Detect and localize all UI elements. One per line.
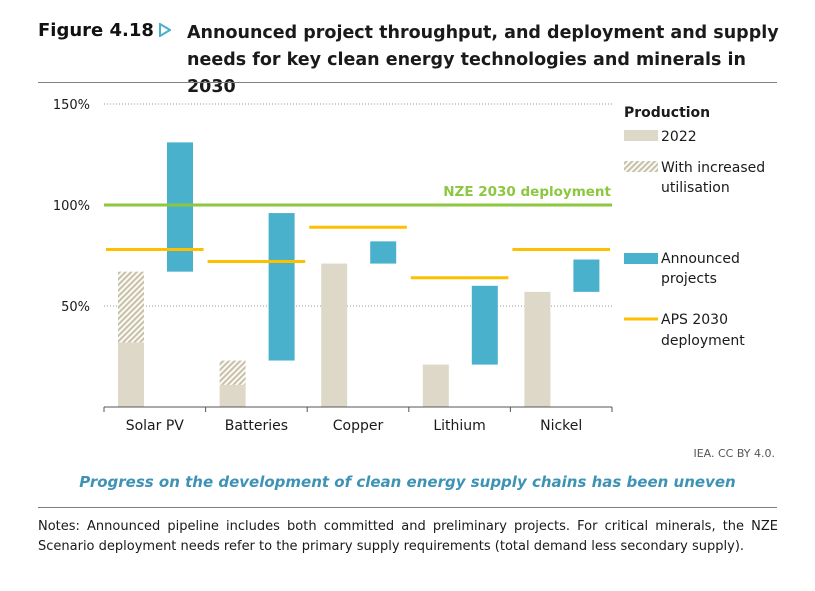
- figure-label: Figure 4.18: [38, 20, 154, 41]
- legend-label-utilisation: With increased utilisation: [661, 160, 765, 196]
- source-credit: IEA. CC BY 4.0.: [693, 447, 775, 460]
- bar-2022-solar-pv: [118, 342, 144, 407]
- notes-divider: [38, 507, 777, 508]
- legend-swatch-utilisation: [624, 161, 658, 172]
- legend-label-aps: APS 2030 deployment: [661, 312, 745, 349]
- bar-utilisation-solar-pv: [118, 271, 144, 343]
- bar-utilisation-batteries: [219, 360, 246, 385]
- y-tick-label-150: 150%: [53, 98, 90, 113]
- bar-2022-nickel: [524, 291, 551, 407]
- nze-reference-label: NZE 2030 deployment: [443, 184, 611, 200]
- title-divider: [38, 82, 777, 83]
- bar-announced-batteries: [268, 213, 295, 361]
- chart: 50% 100% 150% Solar PV Batteries Copper Lithiu…: [53, 98, 765, 434]
- legend-label-announced: Announced projects: [661, 251, 740, 287]
- x-tick-label-copper: Copper: [333, 418, 384, 434]
- x-tick-label-batteries: Batteries: [225, 418, 288, 434]
- legend-title: Production: [624, 105, 710, 121]
- bar-2022-lithium: [422, 364, 449, 407]
- bar-announced-lithium: [471, 285, 498, 365]
- bar-announced-nickel: [573, 259, 600, 292]
- bar-announced-copper: [370, 241, 397, 264]
- figure-arrow-icon: [159, 23, 171, 37]
- legend-label-2022: 2022: [661, 129, 697, 145]
- y-tick-label-100: 100%: [53, 199, 90, 214]
- figure-title: Announced project throughput, and deploy…: [187, 23, 779, 97]
- legend-swatch-announced: [624, 253, 658, 264]
- legend-swatch-2022: [624, 130, 658, 141]
- figure-notes: Notes: Announced pipeline includes both …: [38, 519, 778, 554]
- bar-2022-batteries: [219, 384, 246, 407]
- figure-caption: Progress on the development of clean ene…: [79, 473, 736, 491]
- x-tick-label-nickel: Nickel: [540, 418, 582, 434]
- y-tick-label-50: 50%: [61, 300, 90, 315]
- bar-2022-copper: [321, 263, 348, 407]
- x-tick-label-lithium: Lithium: [433, 418, 485, 434]
- bar-announced-solar-pv: [167, 142, 193, 272]
- x-tick-label-solar-pv: Solar PV: [126, 418, 185, 434]
